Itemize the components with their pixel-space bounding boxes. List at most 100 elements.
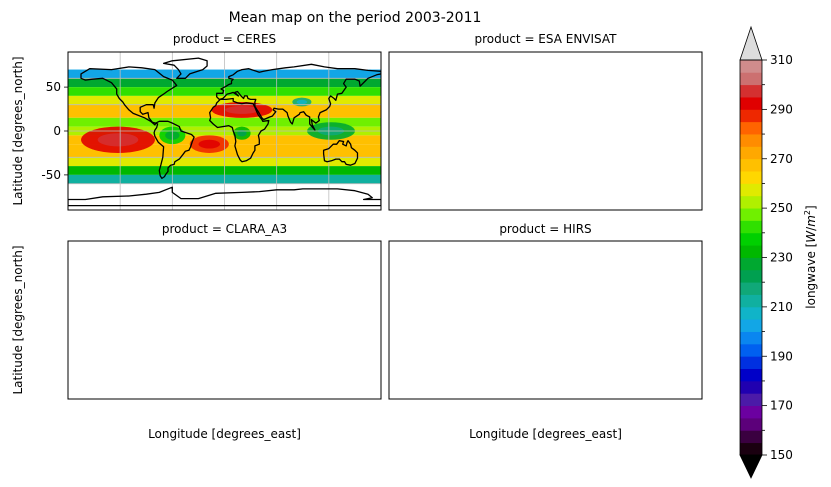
plot-frame [388, 240, 703, 400]
y-tick-label: 50 [46, 80, 61, 94]
zonal-band [68, 307, 381, 316]
panel-title: product = CLARA_A3 [162, 222, 287, 236]
colorbar-segment [740, 158, 762, 172]
coastline [153, 120, 195, 180]
panel-title: product = HIRS [499, 222, 591, 236]
x-axis-label-left: Longitude [degrees_east] [148, 427, 301, 441]
no-data-area [68, 241, 381, 399]
colorbar-label-unit-m: m [804, 215, 818, 227]
regional-field [211, 291, 272, 307]
figure-title: Mean map on the period 2003-2011 [229, 10, 482, 26]
colorbar-segment [740, 134, 762, 147]
y-tick-label: -50 [41, 168, 61, 182]
colorbar-segment [740, 380, 762, 394]
colorbar-segment [740, 60, 762, 73]
regional-field-core [225, 295, 258, 303]
coastline [68, 376, 381, 394]
colorbar-segment [740, 146, 762, 160]
coastline-layer [68, 247, 381, 395]
regional-field-core [199, 329, 221, 338]
zonal-band [68, 324, 381, 333]
zonal-band [68, 364, 381, 373]
coastline [81, 256, 177, 314]
y-axis-label-top: Latitude [degrees_north] [11, 56, 25, 205]
zonal-band [68, 276, 381, 285]
colorbar-segment [740, 220, 762, 234]
colorbar-segment [740, 319, 762, 332]
coastline [217, 253, 381, 319]
colorbar-segment [740, 232, 762, 246]
panel-esa-envisat: product = ESA ENVISAT [68, 32, 703, 399]
colorbar-segment [740, 442, 762, 456]
grid-layer [68, 52, 381, 210]
colorbar-tick-label: 290 [770, 102, 793, 116]
regional-field-core [237, 129, 247, 137]
map-layer [68, 241, 381, 399]
panel-clara-a3: product = CLARA_A3 [67, 222, 382, 400]
regional-field-core [198, 139, 221, 149]
coastline [68, 186, 381, 207]
colorbar-label-prefix: longwave [ [804, 243, 818, 309]
colorbar-segment [740, 269, 762, 283]
colorbar-label-unit-w: W [804, 230, 818, 243]
colorbar-segment [740, 417, 762, 431]
regional-field-core [296, 99, 308, 105]
colorbar-under-arrow [739, 454, 763, 479]
colorbar-segment [740, 183, 762, 197]
colorbar-segment [740, 282, 762, 295]
colorbar-segment [740, 109, 762, 123]
regional-field-core [318, 316, 344, 325]
colorbar-segment [740, 343, 762, 357]
colorbar-segment [740, 97, 762, 110]
colorbar-tick-label: 270 [770, 152, 793, 166]
colorbar-label: longwave [W/m2] [803, 205, 818, 308]
zonal-band [68, 267, 381, 276]
y-axis-label-bottom: Latitude [degrees_north] [11, 245, 25, 394]
regional-field [159, 316, 185, 334]
zonal-band [68, 333, 381, 346]
colorbar-segment [740, 72, 762, 86]
colorbar-tick-label: 250 [770, 201, 793, 215]
colorbar-label-suffix: ] [804, 205, 818, 210]
regional-field [190, 324, 229, 342]
colorbar-segment [740, 430, 762, 444]
regional-field-core [237, 319, 247, 326]
colorbar-segment [740, 306, 762, 320]
colorbar-segment [740, 121, 762, 135]
regional-field [307, 311, 355, 329]
zonal-band [68, 285, 381, 294]
regional-field [233, 316, 250, 329]
colorbar-segment [740, 393, 762, 407]
coastline [154, 310, 194, 367]
colorbar-segment [740, 257, 762, 271]
colorbar-segment [740, 245, 762, 258]
colorbar-tick-label: 150 [770, 448, 793, 462]
zonal-band [68, 259, 381, 268]
zonal-band [68, 294, 381, 307]
regional-field [81, 316, 155, 342]
zonal-band [68, 346, 381, 355]
colorbar-segment [740, 356, 762, 369]
coastline [164, 247, 208, 267]
colorbar-tick-label: 230 [770, 251, 793, 265]
colorbar-tick-label: 210 [770, 300, 793, 314]
coastline [209, 97, 270, 163]
colorbar-segment [740, 84, 762, 98]
regional-field-core [97, 133, 139, 147]
zonal-band [68, 355, 381, 364]
coastline [322, 140, 359, 166]
colorbar-label-unit-sep: / [804, 226, 818, 231]
colorbar-segment [740, 368, 762, 382]
colorbar-tick-label: 310 [770, 53, 793, 67]
colorbar-over-arrow [739, 25, 763, 61]
colorbar-segment [740, 331, 762, 345]
coastline-layer [68, 57, 381, 207]
coastline [80, 66, 178, 126]
colorbar-segments [740, 60, 762, 456]
grid-layer [68, 241, 381, 399]
coastline [216, 63, 381, 131]
plot-frame [388, 51, 703, 211]
colorbar: 150 170 190 210 230 250 270 290 310 longwave [W/… [739, 25, 818, 479]
x-axis-label-right: Longitude [degrees_east] [469, 427, 622, 441]
coastline [162, 57, 208, 79]
